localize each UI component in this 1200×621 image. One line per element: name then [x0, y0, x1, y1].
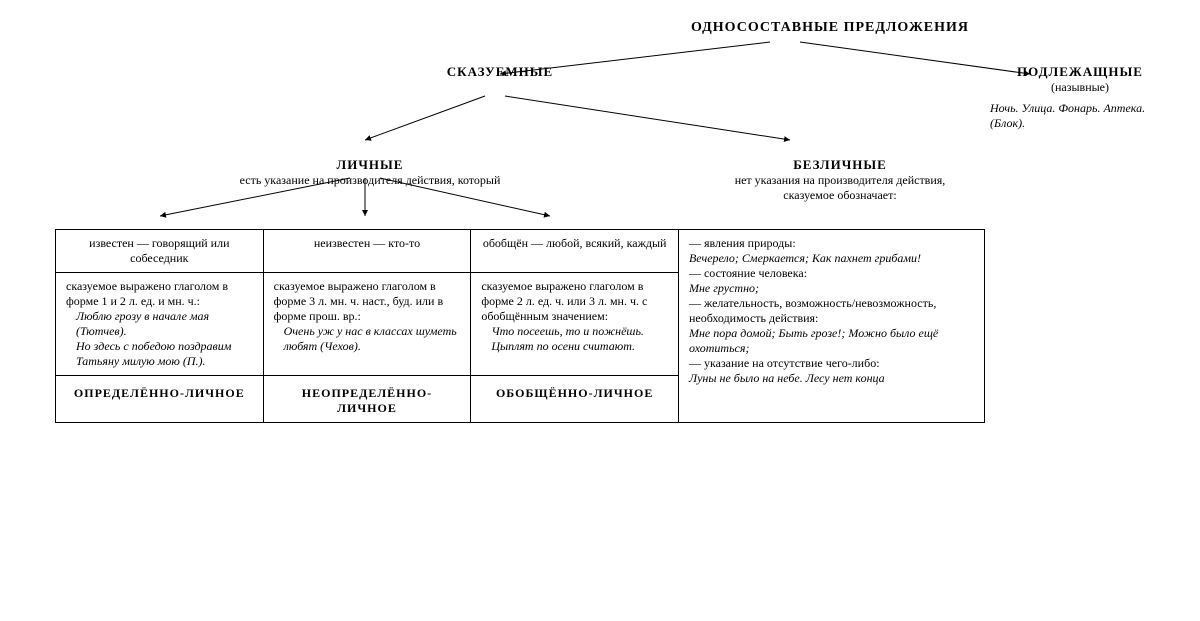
c2-desc: сказуемое выражено глаголом в форме 3 л.…	[274, 279, 461, 324]
header-cell-3: обобщён — любой, всякий, каждый	[471, 230, 679, 273]
predicate-title: СКАЗУЕМНЫЕ	[310, 64, 690, 80]
type-label-2: НЕОПРЕДЕЛЁННО-ЛИЧНОЕ	[263, 376, 471, 423]
c3-ex2: Цыплят по осени считают.	[491, 339, 668, 354]
nominal-subtitle: (назывные)	[990, 80, 1170, 95]
imp-line-2: — состояние человека:	[689, 266, 974, 281]
classification-table: известен — говорящий или собеседник неиз…	[55, 229, 985, 423]
body-cell-3: сказуемое выражено глаголом в форме 2 л.…	[471, 273, 679, 376]
imp-ex-4: Луны не было на небе. Лесу нет конца	[689, 371, 974, 386]
c2-ex1: Очень уж у нас в классах шуметь любят (Ч…	[284, 324, 461, 354]
nominal-node: ПОДЛЕЖАЩНЫЕ (назывные) Ночь. Улица. Фона…	[990, 64, 1170, 131]
impersonal-node: БЕЗЛИЧНЫЕ нет указания на производителя …	[730, 157, 950, 203]
c3-desc: сказуемое выражено глаголом в форме 2 л.…	[481, 279, 668, 324]
impersonal-title: БЕЗЛИЧНЫЕ	[730, 157, 950, 173]
c3-ex1: Что посеешь, то и пожнёшь.	[491, 324, 668, 339]
personal-node: ЛИЧНЫЕ есть указание на производителя де…	[160, 157, 580, 203]
imp-ex-1: Вечерело; Смеркается; Как пахнет грибами…	[689, 251, 974, 266]
nominal-example: Ночь. Улица. Фонарь. Аптека. (Блок).	[990, 101, 1170, 131]
imp-ex-2: Мне грустно;	[689, 281, 974, 296]
type-label-1: ОПРЕДЕЛЁННО-ЛИЧНОЕ	[56, 376, 264, 423]
c1-ex2: Но здесь с победою поздравим Татьяну мил…	[76, 339, 253, 369]
c1-desc: сказуемое выражено глаголом в форме 1 и …	[66, 279, 253, 309]
body-cell-2: сказуемое выражено глаголом в форме 3 л.…	[263, 273, 471, 376]
imp-ex-3: Мне пора домой; Быть грозе!; Можно было …	[689, 326, 974, 356]
diagram-root: ОДНОСОСТАВНЫЕ ПРЕДЛОЖЕНИЯ СКАЗУЕМНЫЕ ПОД…	[30, 20, 1170, 423]
type-label-3: ОБОБЩЁННО-ЛИЧНОЕ	[471, 376, 679, 423]
header-cell-1: известен — говорящий или собеседник	[56, 230, 264, 273]
personal-subtitle: есть указание на производителя действия,…	[160, 173, 580, 188]
imp-line-1: — явления природы:	[689, 236, 974, 251]
imp-line-4: — указание на отсутствие чего-либо:	[689, 356, 974, 371]
personal-title: ЛИЧНЫЕ	[160, 157, 580, 173]
imp-line-3: — желательность, возможность/невозможнос…	[689, 296, 974, 326]
root-title: ОДНОСОСТАВНЫЕ ПРЕДЛОЖЕНИЯ	[490, 20, 1170, 36]
table-row: известен — говорящий или собеседник неиз…	[56, 230, 985, 273]
level2-row: СКАЗУЕМНЫЕ ПОДЛЕЖАЩНЫЕ (назывные) Ночь. …	[30, 64, 1170, 131]
header-cell-2: неизвестен — кто-то	[263, 230, 471, 273]
level3-row: ЛИЧНЫЕ есть указание на производителя де…	[30, 157, 1170, 203]
nominal-title: ПОДЛЕЖАЩНЫЕ	[990, 64, 1170, 80]
impersonal-cell: — явления природы: Вечерело; Смеркается;…	[678, 230, 984, 423]
c1-ex1: Люблю грозу в начале мая (Тютчев).	[76, 309, 253, 339]
predicate-node: СКАЗУЕМНЫЕ	[310, 64, 690, 131]
impersonal-subtitle: нет указания на производителя действия, …	[730, 173, 950, 203]
body-cell-1: сказуемое выражено глаголом в форме 1 и …	[56, 273, 264, 376]
